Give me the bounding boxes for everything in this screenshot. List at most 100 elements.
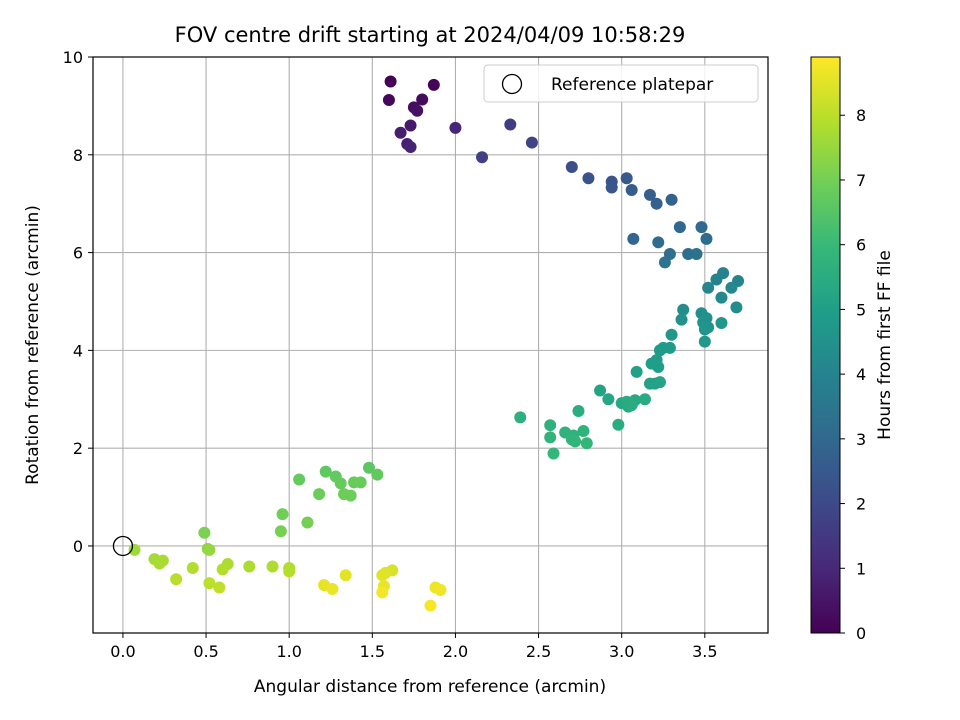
data-point-25 <box>695 221 708 234</box>
data-point-80 <box>319 465 332 478</box>
data-point-47 <box>665 328 678 341</box>
data-point-27 <box>700 232 713 245</box>
data-point-101 <box>243 560 256 573</box>
data-point-17 <box>605 181 618 194</box>
x-axis-label: Angular distance from reference (arcmin) <box>254 677 606 697</box>
data-point-99 <box>153 557 166 570</box>
data-point-113 <box>339 569 352 582</box>
data-point-7 <box>394 126 407 139</box>
data-point-105 <box>186 561 199 574</box>
x-tick-label-7: 3.5 <box>692 642 717 661</box>
data-point-102 <box>266 560 279 573</box>
x-tick-label-2: 1.0 <box>276 642 301 661</box>
data-point-89 <box>344 489 357 502</box>
data-point-77 <box>580 437 593 450</box>
reference-platepar-marker <box>112 535 134 557</box>
data-point-1 <box>427 78 440 91</box>
y-tick-label-5: 10 <box>63 48 83 67</box>
data-point-51 <box>653 344 666 357</box>
data-point-72 <box>577 425 590 438</box>
data-point-18 <box>620 172 633 185</box>
data-point-39 <box>677 303 690 316</box>
data-point-82 <box>371 468 384 481</box>
data-point-106 <box>283 565 296 578</box>
chart-title: FOV centre drift starting at 2024/04/09 … <box>175 23 686 47</box>
data-point-23 <box>627 232 640 245</box>
colorbar-tick-label-4: 4 <box>856 365 866 384</box>
data-point-68 <box>572 405 585 418</box>
data-point-26 <box>652 236 665 249</box>
data-point-58 <box>653 376 666 389</box>
x-axis-ticks: 0.0 0.5 1.0 1.5 2.0 2.5 3.0 3.5 <box>110 633 718 661</box>
data-point-35 <box>702 281 715 294</box>
data-point-38 <box>730 301 743 314</box>
colorbar-gradient <box>810 56 841 634</box>
data-point-31 <box>658 256 671 269</box>
data-point-19 <box>625 183 638 196</box>
colorbar-label: Hours from first FF file <box>875 250 895 440</box>
data-point-87 <box>313 488 326 501</box>
colorbar: 0 1 2 3 4 5 6 7 8 Hours from first FF file <box>810 56 895 643</box>
colorbar-ticks: 0 1 2 3 4 5 6 7 8 <box>840 106 866 643</box>
data-point-90 <box>276 508 289 521</box>
colorbar-tick-label-6: 6 <box>856 236 866 255</box>
data-point-0 <box>384 75 397 88</box>
data-point-5 <box>411 104 424 117</box>
data-point-13 <box>525 136 538 149</box>
y-tick-label-1: 2 <box>73 439 83 458</box>
data-point-79 <box>362 461 375 474</box>
x-tick-label-3: 1.5 <box>360 642 385 661</box>
legend-entry-label: Reference platepar <box>551 75 713 95</box>
data-point-54 <box>652 361 665 374</box>
data-point-22 <box>665 193 678 206</box>
data-point-41 <box>675 313 688 326</box>
y-tick-label-2: 4 <box>73 341 83 360</box>
data-point-112 <box>376 569 389 582</box>
data-point-14 <box>565 161 578 174</box>
data-point-84 <box>334 477 347 490</box>
colorbar-tick-label-5: 5 <box>856 300 866 319</box>
data-point-93 <box>198 526 211 539</box>
data-point-12 <box>476 151 489 164</box>
data-point-50 <box>663 341 676 354</box>
data-point-67 <box>612 418 625 431</box>
colorbar-tick-label-1: 1 <box>856 559 866 578</box>
data-point-9 <box>404 140 417 153</box>
data-point-83 <box>293 473 306 486</box>
data-point-6 <box>404 119 417 132</box>
colorbar-tick-label-0: 0 <box>856 624 866 643</box>
data-point-96 <box>128 543 141 556</box>
data-point-33 <box>710 273 723 286</box>
data-point-36 <box>725 281 738 294</box>
data-point-29 <box>682 248 695 261</box>
data-point-30 <box>690 248 703 261</box>
plot-frame <box>92 56 769 634</box>
y-axis-label: Rotation from reference (arcmin) <box>23 205 43 485</box>
data-point-24 <box>673 221 686 234</box>
data-point-66 <box>625 399 638 412</box>
data-point-119 <box>376 586 389 599</box>
data-point-86 <box>354 476 367 489</box>
data-point-15 <box>582 172 595 185</box>
x-tick-label-0: 0.0 <box>110 642 135 661</box>
data-point-91 <box>301 516 314 529</box>
data-point-2 <box>382 94 395 107</box>
data-point-37 <box>715 291 728 304</box>
data-point-108 <box>203 577 216 590</box>
data-point-70 <box>544 419 557 432</box>
colorbar-tick-label-7: 7 <box>856 171 866 190</box>
data-point-104 <box>216 563 229 576</box>
data-point-92 <box>274 525 287 538</box>
x-tick-label-1: 0.5 <box>193 642 218 661</box>
data-point-69 <box>514 411 527 424</box>
data-point-76 <box>569 435 582 448</box>
legend: Reference platepar <box>483 64 759 103</box>
data-point-48 <box>698 335 711 348</box>
x-tick-label-4: 2.0 <box>443 642 468 661</box>
data-point-55 <box>630 365 643 378</box>
reference-marker <box>112 535 134 557</box>
data-point-10 <box>449 121 462 134</box>
data-point-118 <box>434 583 447 596</box>
data-point-3 <box>416 93 429 106</box>
